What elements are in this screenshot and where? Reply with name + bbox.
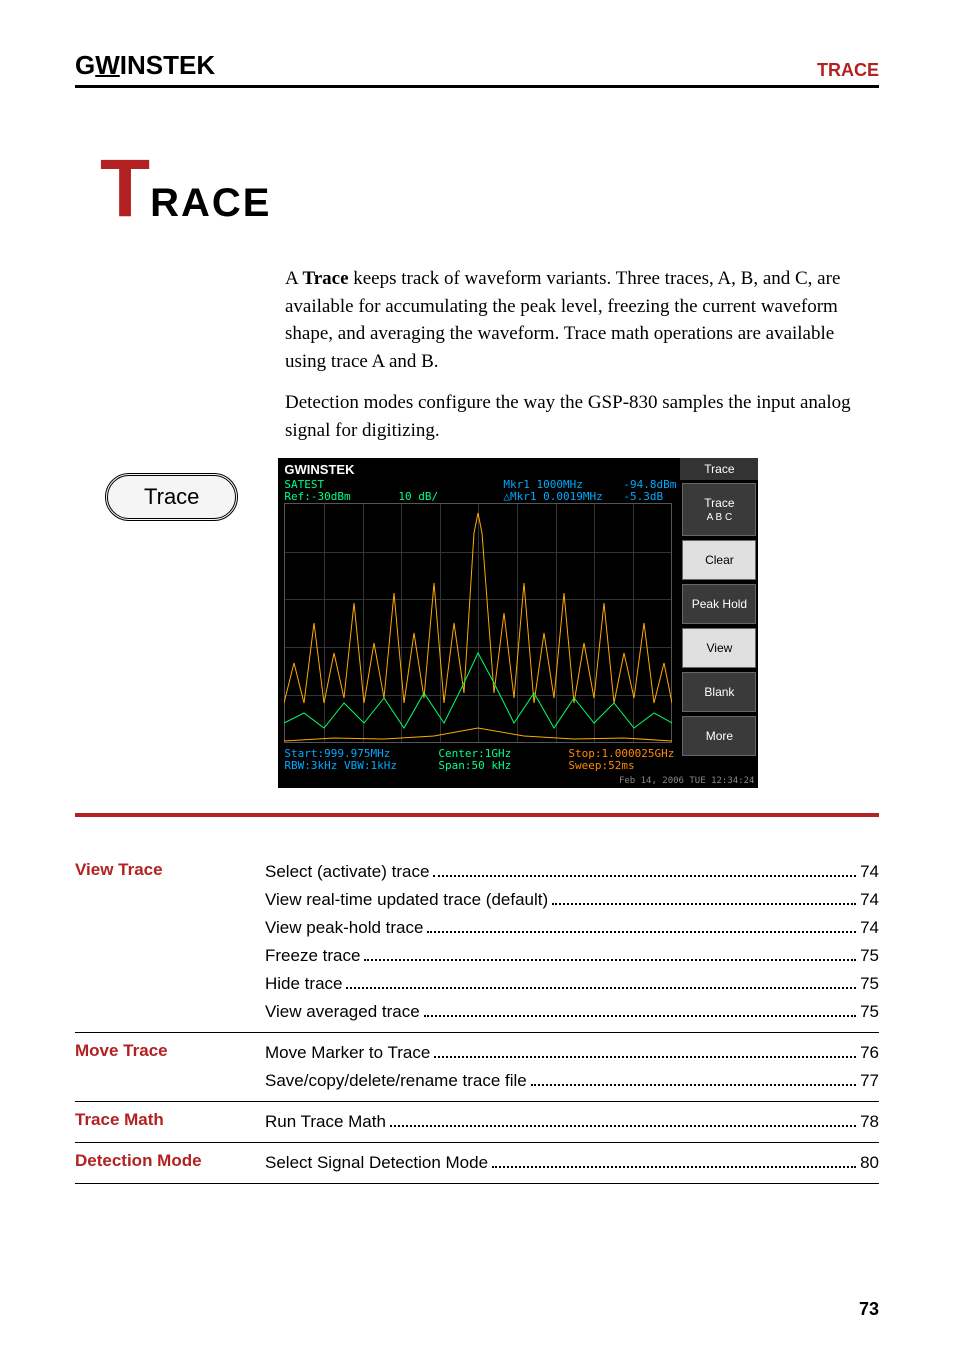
scr-ref: Ref:-30dBm (284, 490, 350, 503)
toc-dots (346, 987, 856, 989)
toc-section: View TraceSelect (activate) trace 74View… (75, 852, 879, 1033)
toc-entries: Select Signal Detection Mode 80 (265, 1149, 879, 1177)
toc-entry-text: Select Signal Detection Mode (265, 1153, 488, 1173)
figure-row: Trace GWINSTEK SATEST Ref:-30dBm 10 dB/ … (75, 458, 879, 788)
scr-side-blank: Blank (682, 672, 756, 712)
intro-para2: Detection modes configure the way the GS… (285, 389, 879, 444)
toc-entry: Save/copy/delete/rename trace file 77 (265, 1067, 879, 1095)
toc-entry-text: Select (activate) trace (265, 862, 429, 882)
toc-entry-text: Save/copy/delete/rename trace file (265, 1071, 527, 1091)
page-header: GWINSTEK TRACE (75, 50, 879, 88)
toc-entry-text: Run Trace Math (265, 1112, 386, 1132)
toc-page-number: 74 (860, 918, 879, 938)
trace-hardware-button: Trace (105, 473, 238, 521)
toc-dots (492, 1166, 856, 1168)
toc-section-label: Trace Math (75, 1108, 265, 1136)
scr-sweep: Sweep:52ms (568, 759, 634, 772)
scr-mkr2: △Mkr1 0.0019MHz (503, 490, 602, 503)
toc-dots (424, 1015, 856, 1017)
toc-dots (433, 875, 856, 877)
intro-text: A Trace keeps track of waveform variants… (285, 265, 879, 444)
scr-sidebar: Trace Trace A B C Clear Peak Hold View B… (680, 458, 758, 788)
toc-section-label: Move Trace (75, 1039, 265, 1095)
toc-dots (390, 1125, 856, 1127)
toc-dots (427, 931, 856, 933)
red-divider (75, 813, 879, 817)
toc-page-number: 74 (860, 890, 879, 910)
toc-section: Trace MathRun Trace Math 78 (75, 1102, 879, 1143)
toc-dots (434, 1056, 856, 1058)
toc-dots (364, 959, 856, 961)
intro-para1: A Trace keeps track of waveform variants… (285, 265, 879, 375)
toc-entry-text: Freeze trace (265, 946, 360, 966)
toc-section-label: View Trace (75, 858, 265, 1026)
toc-page-number: 75 (860, 1002, 879, 1022)
toc-entry: Select (activate) trace 74 (265, 858, 879, 886)
toc-page-number: 78 (860, 1112, 879, 1132)
scr-db: 10 dB/ (398, 490, 438, 503)
toc-entry: Select Signal Detection Mode 80 (265, 1149, 879, 1177)
toc-page-number: 75 (860, 974, 879, 994)
toc-entry-text: View peak-hold trace (265, 918, 423, 938)
toc-entry-text: Move Marker to Trace (265, 1043, 430, 1063)
chapter-title: TRACE (100, 148, 879, 230)
scr-rbw: RBW:3kHz VBW:1kHz (284, 759, 397, 772)
toc-page-number: 77 (860, 1071, 879, 1091)
scr-side-clear: Clear (682, 540, 756, 580)
scr-side-more: More (682, 716, 756, 756)
chapter-initial: T (100, 143, 150, 234)
toc-entries: Run Trace Math 78 (265, 1108, 879, 1136)
scr-side-trace: Trace A B C (682, 483, 756, 536)
toc-dots (552, 903, 856, 905)
scr-span: Span:50 kHz (438, 759, 511, 772)
instrument-screenshot: GWINSTEK SATEST Ref:-30dBm 10 dB/ Mkr1 1… (278, 458, 758, 788)
brand-logo: GWINSTEK (75, 50, 215, 81)
toc-entry: View real-time updated trace (default) 7… (265, 886, 879, 914)
toc-page-number: 76 (860, 1043, 879, 1063)
toc-dots (531, 1084, 856, 1086)
page-number: 73 (859, 1299, 879, 1320)
toc-section-label: Detection Mode (75, 1149, 265, 1177)
toc-entry: Move Marker to Trace 76 (265, 1039, 879, 1067)
toc-entry: Hide trace 75 (265, 970, 879, 998)
header-section: TRACE (817, 60, 879, 81)
toc-page-number: 74 (860, 862, 879, 882)
scr-brand: GWINSTEK (284, 462, 354, 477)
scr-side-view: View (682, 628, 756, 668)
toc-entries: Move Marker to Trace 76Save/copy/delete/… (265, 1039, 879, 1095)
toc-entry: Freeze trace 75 (265, 942, 879, 970)
toc-entry: View peak-hold trace 74 (265, 914, 879, 942)
scr-side-peak: Peak Hold (682, 584, 756, 624)
toc-section: Move TraceMove Marker to Trace 76Save/co… (75, 1033, 879, 1102)
toc-entry: Run Trace Math 78 (265, 1108, 879, 1136)
toc-entries: Select (activate) trace 74View real-time… (265, 858, 879, 1026)
toc-entry: View averaged trace 75 (265, 998, 879, 1026)
chapter-rest: RACE (150, 181, 271, 225)
toc-page-number: 80 (860, 1153, 879, 1173)
scr-waveform (284, 503, 672, 743)
toc-entry-text: Hide trace (265, 974, 342, 994)
toc-section: Detection ModeSelect Signal Detection Mo… (75, 1143, 879, 1184)
toc-entry-text: View averaged trace (265, 1002, 420, 1022)
scr-side-title: Trace (680, 458, 758, 481)
toc-page-number: 75 (860, 946, 879, 966)
toc-entry-text: View real-time updated trace (default) (265, 890, 548, 910)
scr-val2: -5.3dB (623, 490, 663, 503)
table-of-contents: View TraceSelect (activate) trace 74View… (75, 852, 879, 1184)
